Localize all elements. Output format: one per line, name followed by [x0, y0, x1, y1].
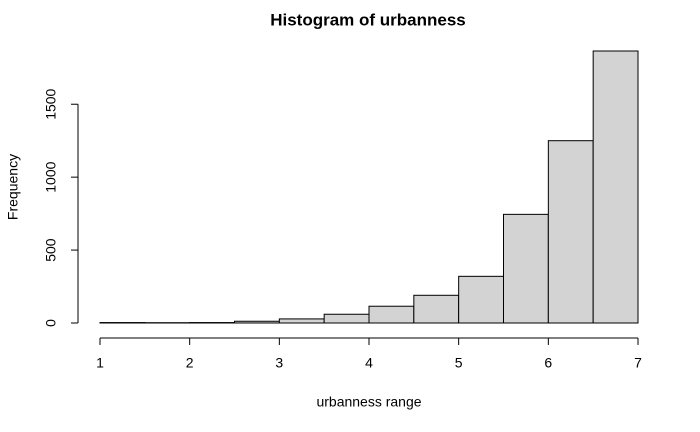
x-axis-label: urbanness range — [316, 394, 421, 410]
y-tick-label: 1500 — [43, 88, 59, 119]
bar — [458, 275, 504, 324]
x-tick-label: 2 — [186, 355, 194, 371]
y-axis-label: Frequency — [5, 154, 21, 220]
bar — [234, 320, 280, 324]
y-tick-label: 1000 — [43, 161, 59, 192]
bar — [503, 213, 549, 324]
x-tick-label: 3 — [275, 355, 283, 371]
x-tick-label: 5 — [455, 355, 463, 371]
bar — [547, 140, 594, 324]
x-tick-label: 4 — [365, 355, 373, 371]
bar — [368, 305, 415, 324]
y-tick-label: 500 — [43, 238, 59, 262]
x-tick-label: 7 — [634, 355, 642, 371]
bar — [278, 318, 325, 324]
x-tick-label: 6 — [544, 355, 552, 371]
bar — [592, 50, 639, 324]
bar — [323, 313, 370, 324]
chart-title: Histogram of urbanness — [270, 10, 466, 29]
bar — [413, 294, 460, 324]
x-tick-label: 1 — [96, 355, 104, 371]
y-tick-label: 0 — [43, 319, 59, 327]
